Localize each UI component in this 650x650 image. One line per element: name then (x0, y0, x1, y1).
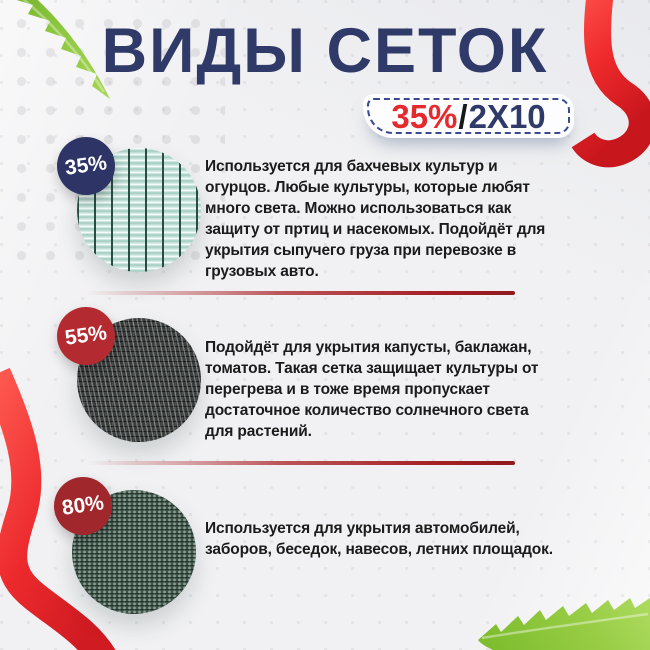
page-title: ВИДЫ СЕТОК (101, 16, 549, 86)
promo-discount: 35% (391, 97, 458, 135)
section-divider (85, 461, 515, 465)
leaf-icon (478, 598, 650, 650)
section-divider (85, 291, 515, 295)
promo-separator: / (458, 97, 468, 135)
promo-tag: 35% / 2X10 (363, 94, 574, 138)
promo-size: 2X10 (468, 97, 546, 135)
mesh-description-80: Используется для укрытия автомобилей, за… (205, 520, 553, 558)
mesh-description-35: Используется для бахчевых культур и огур… (205, 158, 546, 280)
mesh-description-55: Подойдёт для укрытия капусты, баклажан, … (205, 339, 539, 440)
